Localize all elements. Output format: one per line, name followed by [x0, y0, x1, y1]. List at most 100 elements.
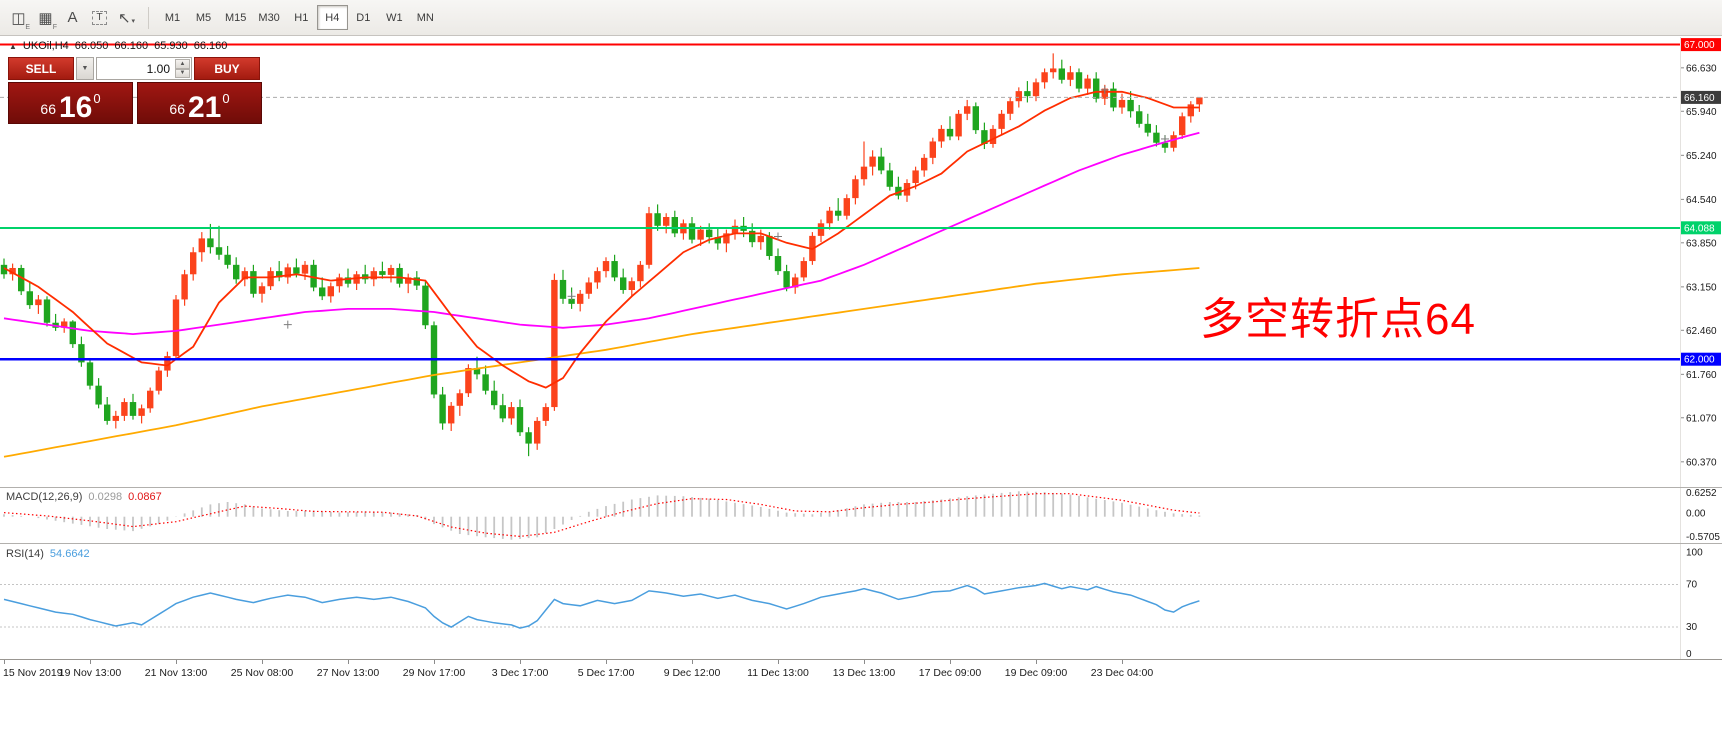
- price-tick-label: 64.540: [1686, 195, 1717, 206]
- time-axis-label: 15 Nov 2019: [3, 667, 63, 679]
- time-axis-label: 19 Dec 09:00: [1004, 667, 1068, 679]
- toolbar: ◫ E ▦ F A T ↖ ▾ M1 M5 M15 M30 H1 H4 D1 W1 MN: [0, 0, 1722, 36]
- sell-button[interactable]: SELL: [8, 57, 74, 80]
- candle: [1127, 99, 1134, 112]
- candle: [1161, 142, 1169, 148]
- time-tick: [262, 660, 263, 664]
- price-badge-label: 62.000: [1684, 355, 1715, 366]
- icon-subscript: F: [52, 23, 57, 31]
- macd-histogram: [3, 491, 1201, 540]
- candle: [258, 286, 266, 294]
- candle: [1187, 104, 1194, 117]
- candlestick-chart-icon-button[interactable]: ◫ E: [5, 5, 32, 31]
- candle: [964, 106, 971, 114]
- timeframe-button-H1[interactable]: H1: [294, 11, 309, 24]
- panel-separator[interactable]: [0, 543, 1722, 544]
- macd-value: 0.0298: [88, 491, 123, 503]
- panel-separator[interactable]: [0, 487, 1722, 488]
- price-tick-label: 62.460: [1686, 326, 1717, 337]
- timeframe-button-M15[interactable]: M15: [225, 11, 247, 24]
- candle: [671, 217, 678, 234]
- candle: [921, 157, 928, 171]
- candle: [706, 229, 713, 238]
- buy-button[interactable]: BUY: [194, 57, 260, 80]
- candle: [852, 179, 859, 199]
- candle: [981, 130, 988, 144]
- sell-price-tile[interactable]: 66 16 0: [8, 82, 133, 124]
- buy-price-tile[interactable]: 66 21 0: [137, 82, 262, 124]
- timeframe-button-H4[interactable]: H4: [316, 5, 348, 30]
- candle: [585, 282, 592, 294]
- candle: [319, 287, 326, 297]
- candle: [1032, 82, 1040, 97]
- candle: [0, 264, 8, 275]
- candle: [9, 267, 16, 275]
- toolbar-icon-group: ◫ E ▦ F A T ↖ ▾: [5, 5, 140, 31]
- volume-input[interactable]: [97, 58, 191, 79]
- candle: [766, 235, 773, 257]
- candle: [542, 407, 549, 421]
- volume-dropdown-button[interactable]: ▼: [76, 57, 94, 80]
- price-badge: [1681, 352, 1721, 366]
- candle: [344, 277, 352, 284]
- timeframe-button-group: M1 M5 M15 M30 H1 H4 D1 W1 MN: [157, 5, 441, 30]
- candle: [602, 261, 610, 272]
- ohlc-open: 66.050: [74, 40, 109, 52]
- candle: [396, 267, 403, 284]
- candle: [508, 407, 515, 419]
- macd-panel: 0.6252 0.00 -0.5705: [3, 488, 1720, 543]
- rsi-axis-label: 70: [1686, 580, 1698, 591]
- candle: [731, 225, 739, 234]
- price-badge: [1681, 38, 1721, 52]
- candle: [267, 271, 274, 287]
- trade-panel-prices: 66 16 0 66 21 0: [8, 82, 262, 124]
- volume-increase-button[interactable]: ▲: [175, 59, 190, 69]
- candle: [164, 356, 171, 371]
- candle: [250, 271, 257, 294]
- candle: [207, 238, 214, 248]
- candle: [370, 271, 377, 280]
- text-label-icon-button[interactable]: A: [59, 5, 86, 31]
- rsi-value: 54.6642: [49, 548, 90, 560]
- chart-arrow-icon: ▲: [9, 42, 17, 51]
- timeframe-button-MN[interactable]: MN: [416, 11, 434, 24]
- candle: [241, 271, 248, 280]
- candle: [637, 264, 644, 282]
- candle: [1170, 135, 1177, 148]
- one-click-trade-panel: SELL ▼ ▲ ▼ BUY 66 16 0 66 21 0: [8, 57, 262, 124]
- time-axis-label: 11 Dec 13:00: [747, 667, 809, 679]
- candle: [800, 261, 807, 278]
- grid-icon-button[interactable]: ▦ F: [32, 5, 59, 31]
- candle: [1007, 101, 1014, 114]
- time-axis[interactable]: 15 Nov 2019 19 Nov 13:00 21 Nov 13:00 25 No…: [0, 659, 1722, 689]
- time-tick: [348, 660, 349, 664]
- timeframe-button-M1[interactable]: M1: [164, 11, 181, 24]
- candle: [336, 277, 343, 287]
- price-badge-label: 67.000: [1684, 40, 1715, 51]
- time-tick: [606, 660, 607, 664]
- timeframe-button-W1[interactable]: W1: [386, 11, 403, 24]
- timeframe-button-D1[interactable]: D1: [356, 11, 371, 24]
- volume-decrease-button[interactable]: ▼: [175, 68, 190, 78]
- macd-axis-label: 0.6252: [1686, 488, 1717, 499]
- draw-tools-icon-button[interactable]: ↖ ▾: [113, 5, 140, 31]
- main-price-chart: 66.630 65.940 65.240 64.540 63.850 63.150 62.4…: [0, 38, 1721, 468]
- timeframe-button-M5[interactable]: M5: [195, 11, 212, 24]
- candle: [577, 293, 584, 304]
- price-tick-label: 60.370: [1686, 457, 1717, 468]
- candle: [1075, 72, 1083, 89]
- volume-field: ▲ ▼: [96, 57, 192, 80]
- candle: [172, 299, 180, 357]
- candle: [439, 394, 446, 424]
- candle: [1093, 78, 1100, 99]
- candle: [1179, 116, 1186, 136]
- candle: [594, 271, 601, 283]
- time-tick: [1036, 660, 1037, 664]
- price-tick-label: 61.070: [1686, 413, 1717, 424]
- text-box-icon-button[interactable]: T: [86, 5, 113, 31]
- candle: [551, 279, 558, 408]
- candle: [293, 267, 300, 274]
- timeframe-button-M30[interactable]: M30: [258, 11, 280, 24]
- time-axis-label: 27 Nov 13:00: [316, 667, 380, 679]
